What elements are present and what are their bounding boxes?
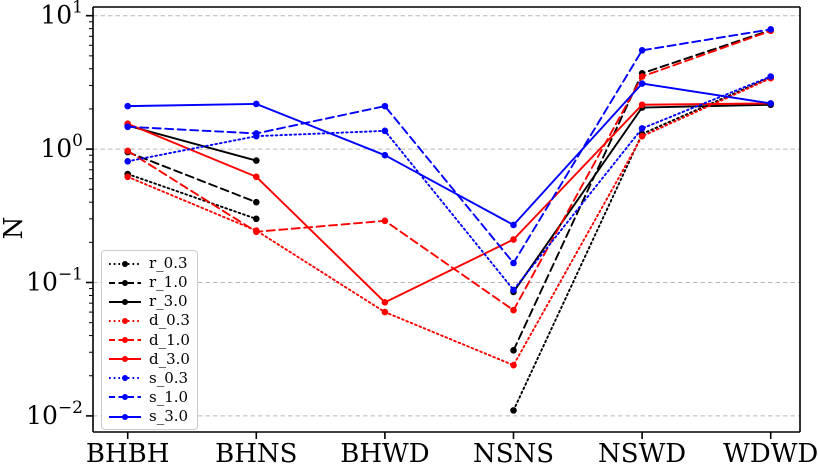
data-point-d_0.3	[124, 173, 131, 181]
legend-item-r_1.0: r_1.0	[108, 273, 190, 292]
data-point-s_0.3	[381, 127, 389, 135]
legend-item-d_1.0: d_1.0	[108, 331, 190, 350]
data-point-d_3.0	[510, 236, 517, 243]
x-tick-label-BHWD: BHWD	[340, 439, 429, 469]
legend-item-s_3.0: s_3.0	[108, 407, 190, 426]
data-point-d_3.0	[381, 299, 389, 306]
data-point-s_3.0	[124, 102, 131, 110]
x-tick-label-BHBH: BHBH	[86, 439, 170, 469]
data-point-s_3.0	[510, 221, 517, 229]
legend-label: r_0.3	[149, 254, 188, 272]
data-point-s_3.0	[767, 100, 774, 107]
data-point-d_0.3	[510, 361, 517, 369]
legend-label: s_0.3	[149, 368, 189, 387]
legend-line-sample-dotted-icon	[109, 375, 141, 382]
data-point-s_3.0	[381, 151, 389, 159]
legend-item-r_3.0: r_3.0	[108, 292, 190, 311]
legend-line-sample-dotted-icon	[109, 317, 141, 324]
data-point-d_3.0	[252, 173, 260, 181]
y-axis-label: N	[0, 217, 29, 240]
legend-line-sample-dashed-icon	[109, 279, 141, 286]
data-point-r_1.0	[252, 198, 260, 206]
data-point-r_0.3	[252, 215, 260, 223]
data-point-d_1.0	[381, 217, 389, 225]
legend-line-sample-solid-icon	[109, 413, 141, 420]
data-point-s_3.0	[638, 80, 646, 87]
data-point-s_1.0	[767, 26, 774, 33]
legend-line-sample-dashed-icon	[109, 337, 141, 343]
series-line-d_0.3	[126, 77, 772, 367]
legend-item-s_0.3: s_0.3	[108, 369, 190, 388]
series-line-s_3.0	[126, 82, 772, 227]
data-point-s_0.3	[510, 286, 517, 294]
data-point-s_1.0	[510, 259, 517, 267]
legend: r_0.3 r_1.0 r_3.0 d_0.3 d_1.0 d_3.0 s_0.3 s_1.0…	[101, 250, 198, 430]
series-line-r_1.0	[126, 151, 258, 204]
data-point-s_1.0	[124, 123, 131, 131]
x-tick-label-NSNS: NSNS	[473, 439, 554, 469]
legend-label: r_3.0	[149, 292, 188, 311]
series-line-s_1.0	[126, 28, 772, 265]
data-point-s_0.3	[124, 158, 131, 165]
data-point-d_1.0	[638, 73, 646, 80]
legend-item-d_0.3: d_0.3	[108, 311, 190, 330]
data-point-s_1.0	[252, 130, 260, 137]
x-tick-label-NSWD: NSWD	[598, 439, 686, 469]
data-point-s_1.0	[638, 47, 646, 54]
series-line-r_3.0	[126, 124, 258, 162]
data-point-s_3.0	[252, 100, 260, 108]
legend-item-s_1.0: s_1.0	[108, 388, 190, 407]
legend-label: s_1.0	[149, 387, 189, 406]
data-point-d_1.0	[124, 147, 131, 155]
data-point-d_1.0	[510, 306, 517, 314]
data-point-r_1.0	[510, 347, 517, 354]
series-line-d_1.0	[126, 29, 772, 312]
y-tick-label-1e-2: 10−2	[26, 398, 83, 430]
data-point-r_3.0	[252, 157, 260, 164]
legend-label: d_3.0	[149, 349, 190, 368]
legend-item-d_3.0: d_3.0	[108, 350, 190, 369]
legend-label: s_3.0	[149, 407, 189, 425]
data-point-s_0.3	[767, 73, 774, 80]
data-point-d_3.0	[638, 101, 646, 109]
data-point-r_0.3	[510, 407, 517, 414]
legend-line-sample-solid-icon	[109, 298, 141, 305]
data-point-d_0.3	[381, 308, 389, 316]
y-tick-label-1e0: 100	[40, 131, 83, 163]
y-tick-label-1e-1: 10−1	[26, 265, 83, 297]
data-point-s_1.0	[381, 102, 389, 110]
legend-line-sample-solid-icon	[109, 356, 141, 363]
legend-item-r_0.3: r_0.3	[108, 254, 190, 273]
data-point-s_0.3	[638, 125, 646, 132]
data-point-d_1.0	[252, 228, 260, 236]
series-line-r_0.3	[126, 173, 258, 220]
legend-label: d_0.3	[149, 311, 190, 330]
series-line-s_0.3	[126, 75, 772, 292]
data-point-d_0.3	[638, 132, 646, 140]
legend-label: d_1.0	[149, 330, 190, 349]
legend-label: r_1.0	[149, 273, 188, 292]
legend-line-sample-dotted-icon	[109, 260, 141, 267]
x-tick-label-BHNS: BHNS	[215, 439, 297, 469]
legend-line-sample-dashed-icon	[109, 394, 141, 401]
y-tick-label-1e1: 101	[40, 0, 83, 30]
x-tick-label-WDWD: WDWD	[723, 439, 818, 469]
series-line-d_3.0	[126, 102, 772, 304]
